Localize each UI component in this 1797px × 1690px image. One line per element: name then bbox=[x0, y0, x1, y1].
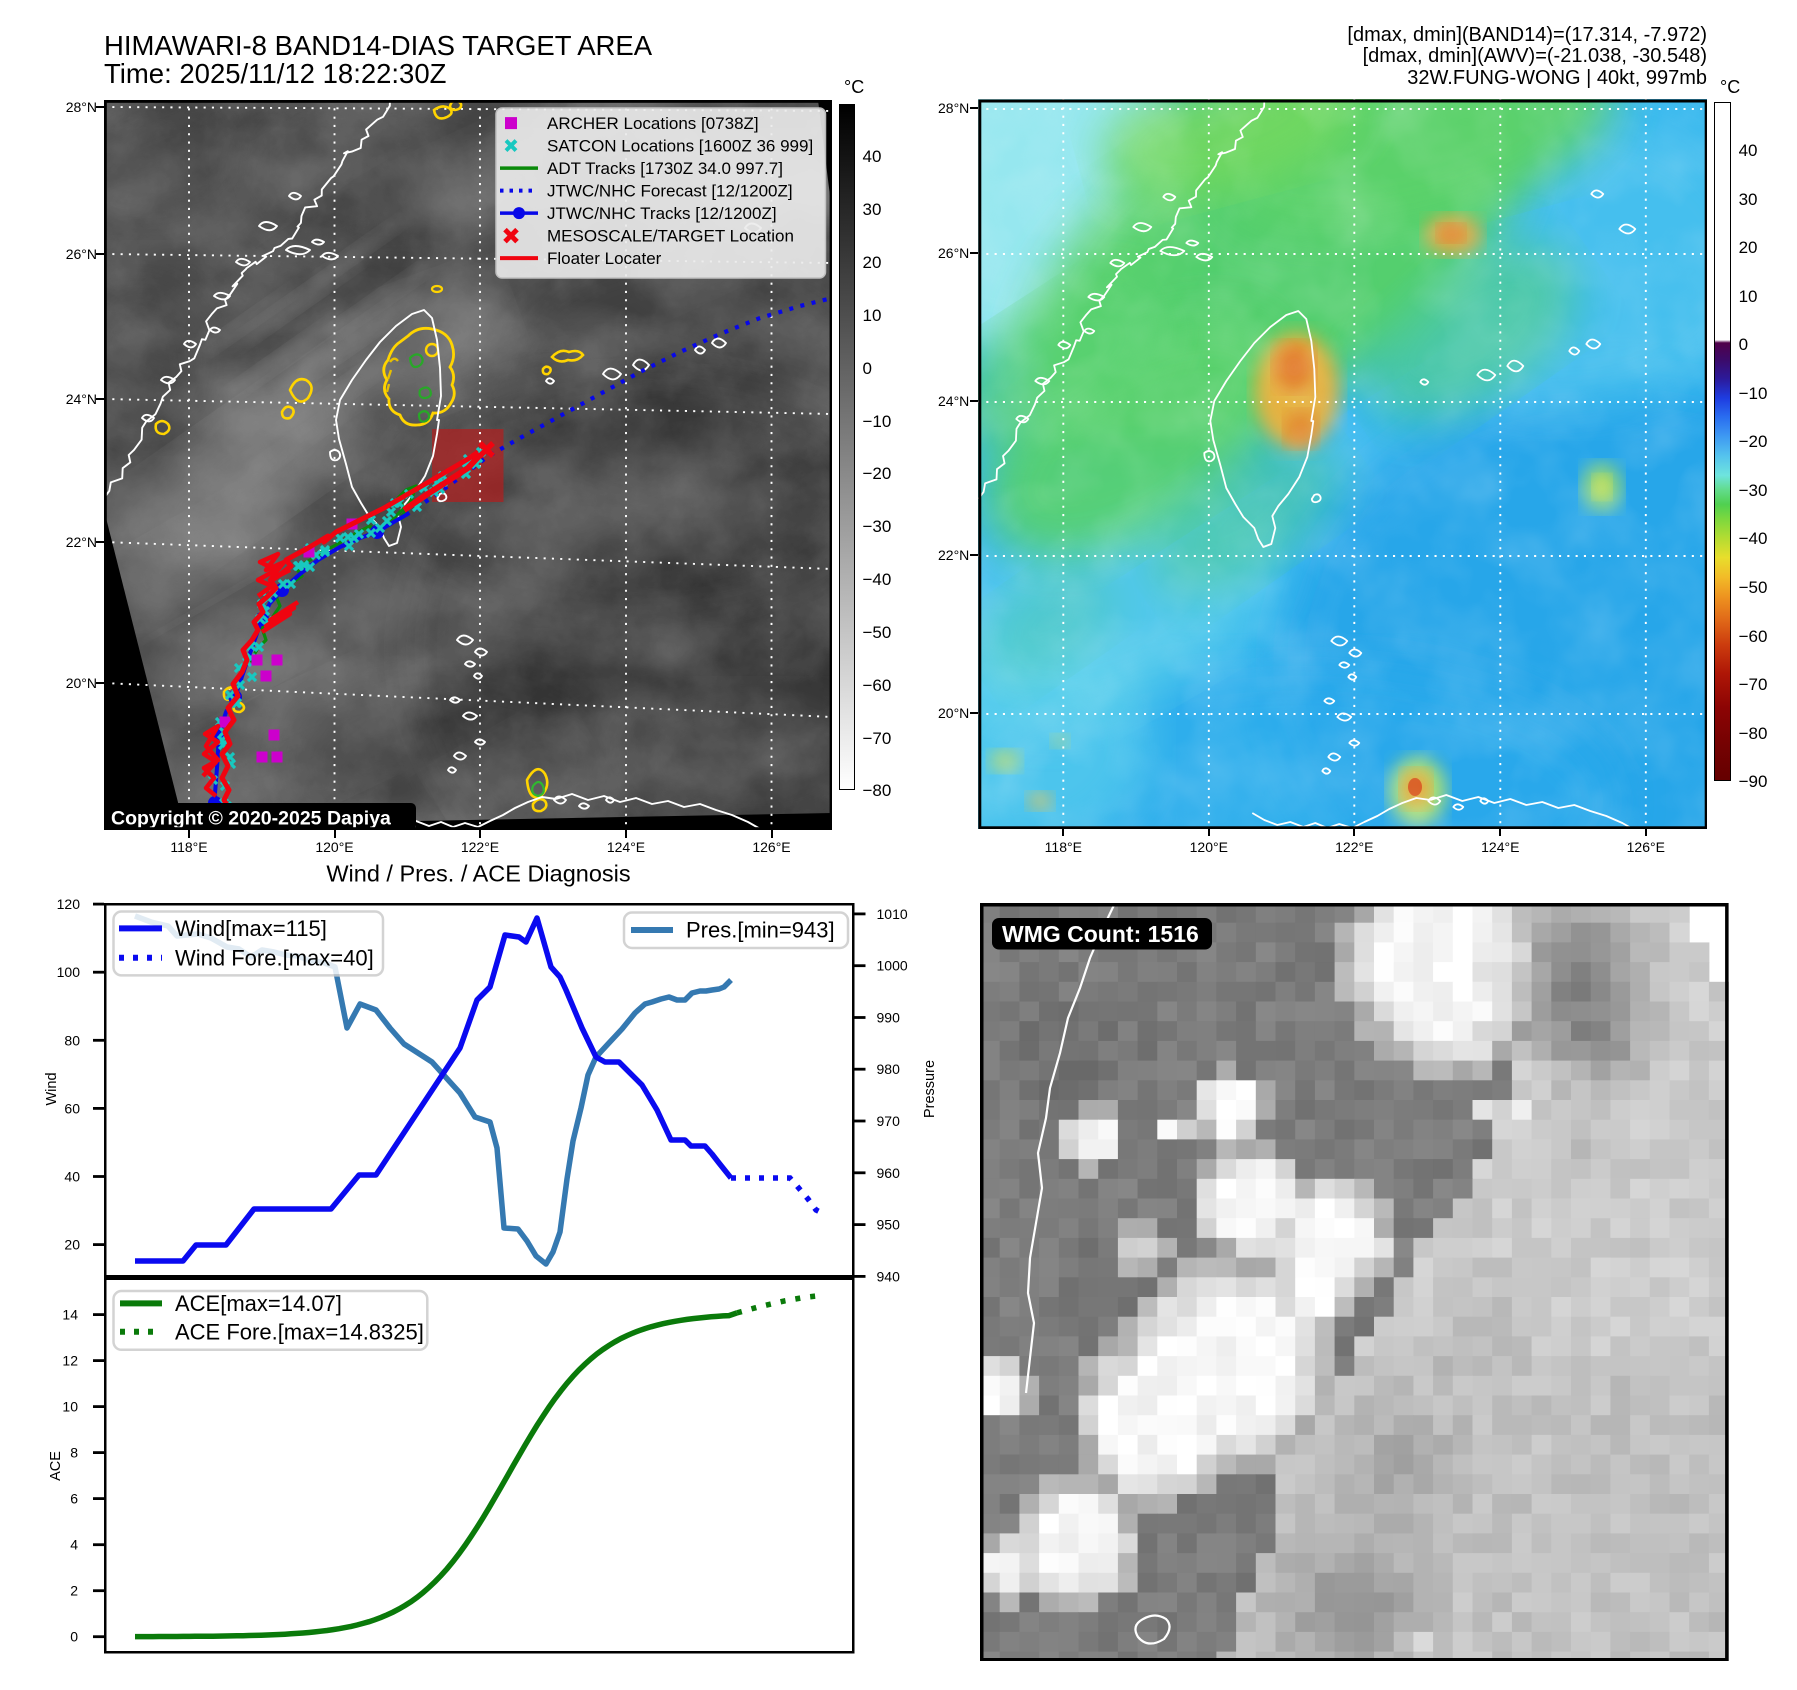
svg-text:1000: 1000 bbox=[877, 958, 908, 974]
svg-text:SATCON Locations [1600Z 36 999: SATCON Locations [1600Z 36 999] bbox=[547, 137, 813, 156]
svg-text:20: 20 bbox=[64, 1237, 80, 1253]
svg-text:60: 60 bbox=[64, 1100, 80, 1116]
svg-text:ACE Fore.[max=14.8325]: ACE Fore.[max=14.8325] bbox=[175, 1320, 424, 1345]
svg-text:10: 10 bbox=[62, 1399, 78, 1415]
svg-text:Wind: Wind bbox=[44, 1072, 60, 1105]
svg-text:JTWC/NHC Forecast [12/1200Z]: JTWC/NHC Forecast [12/1200Z] bbox=[547, 182, 793, 201]
svg-text:ACE[max=14.07]: ACE[max=14.07] bbox=[175, 1291, 342, 1316]
svg-text:Wind / Pres. / ACE Diagnosis: Wind / Pres. / ACE Diagnosis bbox=[326, 861, 630, 887]
svg-text:MESOSCALE/TARGET Location: MESOSCALE/TARGET Location bbox=[547, 227, 794, 246]
svg-text:980: 980 bbox=[877, 1061, 901, 1077]
svg-text:WMG Count: 1516: WMG Count: 1516 bbox=[1002, 921, 1199, 947]
svg-text:Pres.[min=943]: Pres.[min=943] bbox=[686, 918, 835, 943]
svg-text:Copyright © 2020-2025 Dapiya: Copyright © 2020-2025 Dapiya bbox=[111, 808, 391, 830]
svg-text:950: 950 bbox=[877, 1217, 901, 1233]
svg-text:JTWC/NHC Tracks [12/1200Z]: JTWC/NHC Tracks [12/1200Z] bbox=[547, 204, 777, 223]
svg-text:Pressure: Pressure bbox=[922, 1060, 938, 1118]
svg-text:12: 12 bbox=[62, 1353, 78, 1369]
svg-text:100: 100 bbox=[57, 964, 81, 980]
svg-text:4: 4 bbox=[70, 1537, 78, 1553]
svg-text:2: 2 bbox=[70, 1583, 78, 1599]
svg-text:40: 40 bbox=[64, 1169, 80, 1185]
svg-text:990: 990 bbox=[877, 1010, 901, 1026]
svg-text:0: 0 bbox=[70, 1629, 78, 1645]
svg-text:80: 80 bbox=[64, 1032, 80, 1048]
svg-text:ADT Tracks [1730Z 34.0 997.7]: ADT Tracks [1730Z 34.0 997.7] bbox=[547, 159, 783, 178]
svg-text:1010: 1010 bbox=[877, 906, 908, 922]
svg-text:14: 14 bbox=[62, 1307, 78, 1323]
svg-text:940: 940 bbox=[877, 1268, 901, 1284]
svg-text:6: 6 bbox=[70, 1491, 78, 1507]
svg-text:8: 8 bbox=[70, 1445, 78, 1461]
svg-text:ACE: ACE bbox=[48, 1451, 64, 1481]
svg-text:Wind[max=115]: Wind[max=115] bbox=[175, 916, 327, 941]
svg-text:Wind Fore.[max=40]: Wind Fore.[max=40] bbox=[175, 945, 374, 970]
svg-text:970: 970 bbox=[877, 1113, 901, 1129]
svg-text:ARCHER Locations [0738Z]: ARCHER Locations [0738Z] bbox=[547, 114, 759, 133]
svg-text:960: 960 bbox=[877, 1165, 901, 1181]
svg-text:120: 120 bbox=[57, 896, 81, 912]
svg-text:Floater Locater: Floater Locater bbox=[547, 249, 662, 268]
